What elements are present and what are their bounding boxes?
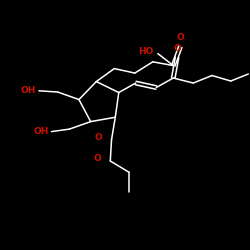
Text: O: O [94, 154, 101, 163]
Text: O: O [176, 33, 184, 42]
Text: O: O [174, 44, 182, 52]
Text: OH: OH [33, 127, 48, 136]
Text: OH: OH [21, 86, 36, 95]
Text: O: O [95, 133, 102, 142]
Text: HO: HO [138, 46, 154, 56]
